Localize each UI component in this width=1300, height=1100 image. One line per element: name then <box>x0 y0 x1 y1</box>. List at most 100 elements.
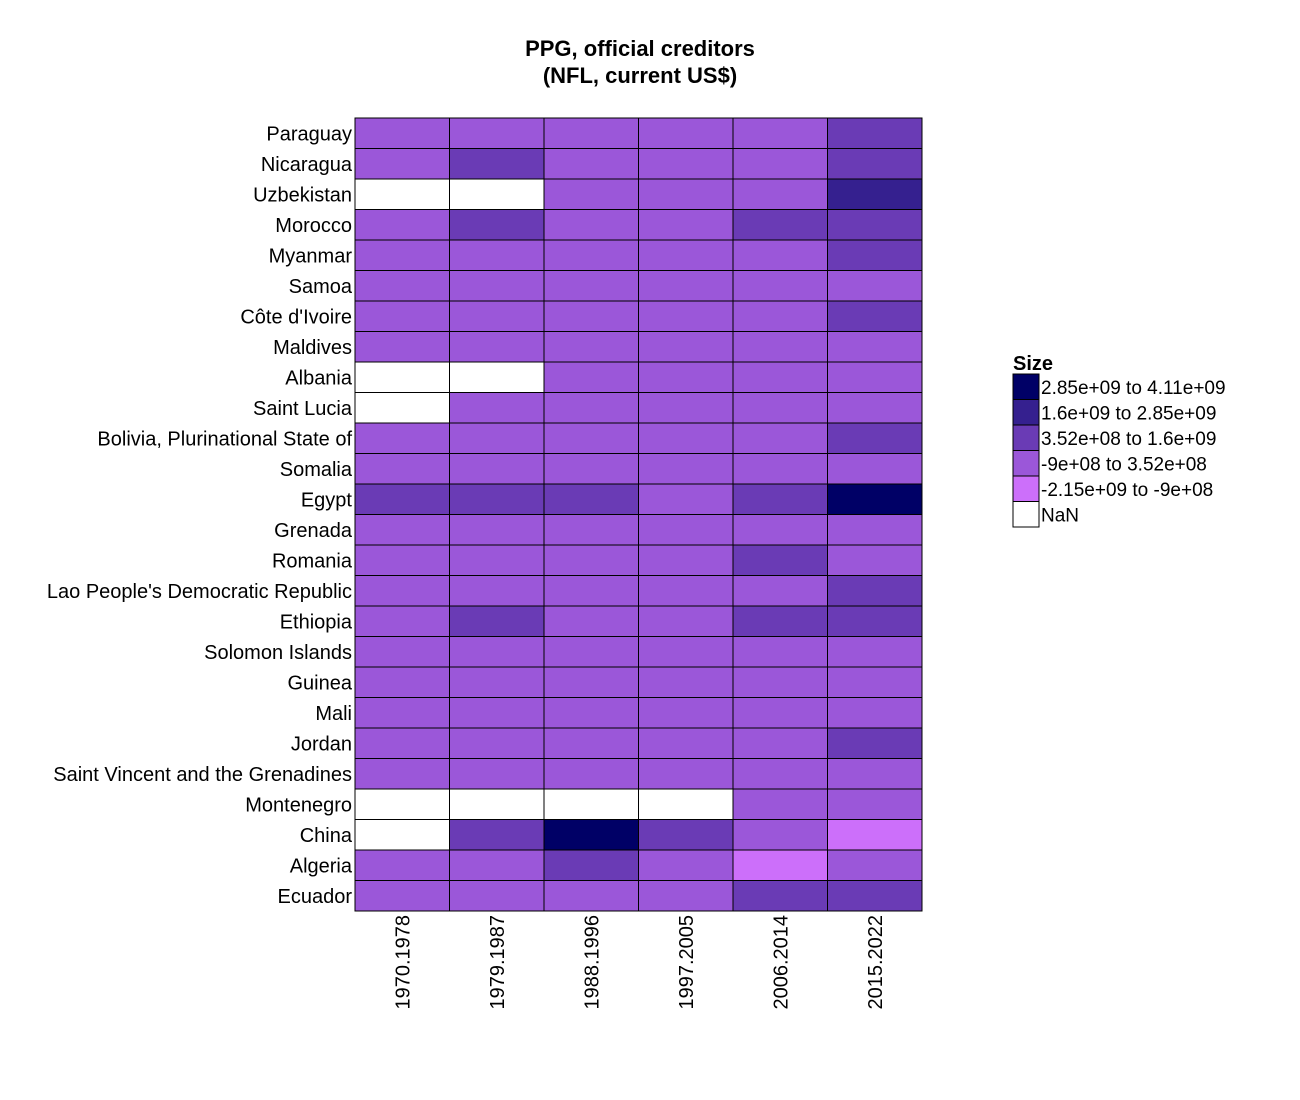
row-label-lao-people-s-democratic-republic: Lao People's Democratic Republic <box>47 581 352 603</box>
heatmap-cell-lao-people-s-democratic-republic-1979-1987 <box>449 575 545 607</box>
heatmap-cell-romania-1970-1978 <box>354 544 450 576</box>
heatmap-cell-montenegro-2006-2014 <box>732 788 828 820</box>
heatmap-cell-uzbekistan-1970-1978 <box>354 178 450 210</box>
heatmap-cell-grenada-1988-1996 <box>543 514 639 546</box>
heatmap-cell-ethiopia-1970-1978 <box>354 605 450 637</box>
heatmap-cell-lao-people-s-democratic-republic-2015-2022 <box>827 575 923 607</box>
heatmap-cell-maldives-2006-2014 <box>732 331 828 363</box>
heatmap-cell-saint-lucia-1979-1987 <box>449 392 545 424</box>
row-label-uzbekistan: Uzbekistan <box>253 184 352 206</box>
heatmap-cell-romania-2015-2022 <box>827 544 923 576</box>
heatmap-cell-maldives-1979-1987 <box>449 331 545 363</box>
legend-label-3: -9e+08 to 3.52e+08 <box>1041 454 1207 475</box>
heatmap-cell-myanmar-1997-2005 <box>638 239 734 271</box>
column-label-1997-2005: 1997.2005 <box>676 915 698 1010</box>
heatmap-cell-myanmar-1988-1996 <box>543 239 639 271</box>
column-label-1970-1978: 1970.1978 <box>392 915 414 1010</box>
heatmap-cell-paraguay-1997-2005 <box>638 117 734 149</box>
heatmap-cell-bolivia-plurinational-state-of-1970-1978 <box>354 422 450 454</box>
heatmap-cell-guinea-1988-1996 <box>543 666 639 698</box>
heatmap-cell-somalia-2015-2022 <box>827 453 923 485</box>
row-label-somalia: Somalia <box>280 459 353 481</box>
heatmap-cell-saint-vincent-and-the-grenadines-1988-1996 <box>543 758 639 790</box>
heatmap-cell-guinea-1997-2005 <box>638 666 734 698</box>
heatmap-cells <box>354 117 923 912</box>
column-label-2006-2014: 2006.2014 <box>770 915 792 1010</box>
legend-item-0: 2.85e+09 to 4.11e+09 <box>1012 373 1226 400</box>
heatmap-cell-algeria-1988-1996 <box>543 849 639 881</box>
heatmap-cell-ecuador-1997-2005 <box>638 880 734 912</box>
heatmap-cell-albania-1988-1996 <box>543 361 639 393</box>
heatmap-cell-samoa-1988-1996 <box>543 270 639 302</box>
heatmap-cell-egypt-1988-1996 <box>543 483 639 515</box>
heatmap-cell-myanmar-2015-2022 <box>827 239 923 271</box>
row-label-saint-lucia: Saint Lucia <box>253 398 353 420</box>
heatmap-cell-paraguay-2015-2022 <box>827 117 923 149</box>
legend-label-2: 3.52e+08 to 1.6e+09 <box>1041 429 1216 450</box>
heatmap-cell-maldives-1997-2005 <box>638 331 734 363</box>
heatmap-cell-somalia-1988-1996 <box>543 453 639 485</box>
heatmap-cell-china-1970-1978 <box>354 819 450 851</box>
legend-item-3: -9e+08 to 3.52e+08 <box>1012 450 1207 477</box>
heatmap-cell-china-1979-1987 <box>449 819 545 851</box>
heatmap-cell-albania-1970-1978 <box>354 361 450 393</box>
legend-swatch-1 <box>1012 399 1040 426</box>
heatmap-cell-china-1997-2005 <box>638 819 734 851</box>
legend-item-5: NaN <box>1012 501 1079 528</box>
heatmap-cell-lao-people-s-democratic-republic-1997-2005 <box>638 575 734 607</box>
row-label-ecuador: Ecuador <box>278 886 353 908</box>
legend-swatch-3 <box>1012 450 1040 477</box>
legend-item-4: -2.15e+09 to -9e+08 <box>1012 475 1213 502</box>
heatmap-cell-nicaragua-1997-2005 <box>638 148 734 180</box>
heatmap-cell-morocco-2006-2014 <box>732 209 828 241</box>
legend-swatch-4 <box>1012 475 1040 502</box>
heatmap-cell-nicaragua-2015-2022 <box>827 148 923 180</box>
heatmap-cell-ethiopia-1979-1987 <box>449 605 545 637</box>
heatmap-cell-albania-1979-1987 <box>449 361 545 393</box>
heatmap-cell-jordan-1997-2005 <box>638 727 734 759</box>
heatmap-cell-solomon-islands-1970-1978 <box>354 636 450 668</box>
heatmap-cell-solomon-islands-1979-1987 <box>449 636 545 668</box>
row-label-saint-vincent-and-the-grenadines: Saint Vincent and the Grenadines <box>53 764 352 786</box>
heatmap-cell-paraguay-1979-1987 <box>449 117 545 149</box>
chart-title-line-1: PPG, official creditors <box>525 36 755 61</box>
heatmap-cell-algeria-1970-1978 <box>354 849 450 881</box>
legend-label-1: 1.6e+09 to 2.85e+09 <box>1041 403 1216 424</box>
heatmap-cell-morocco-1988-1996 <box>543 209 639 241</box>
heatmap-cell-cote-d-ivoire-1988-1996 <box>543 300 639 332</box>
row-label-bolivia-plurinational-state-of: Bolivia, Plurinational State of <box>97 428 352 450</box>
heatmap-cell-lao-people-s-democratic-republic-1970-1978 <box>354 575 450 607</box>
heatmap-cell-ethiopia-1997-2005 <box>638 605 734 637</box>
heatmap-cell-bolivia-plurinational-state-of-1979-1987 <box>449 422 545 454</box>
heatmap-cell-grenada-1970-1978 <box>354 514 450 546</box>
heatmap-cell-uzbekistan-1979-1987 <box>449 178 545 210</box>
heatmap-cell-saint-vincent-and-the-grenadines-2015-2022 <box>827 758 923 790</box>
legend-swatch-2 <box>1012 424 1040 451</box>
chart-title: PPG, official creditors (NFL, current US… <box>525 36 755 88</box>
heatmap-cell-jordan-1979-1987 <box>449 727 545 759</box>
row-label-grenada: Grenada <box>274 520 353 542</box>
heatmap-cell-nicaragua-1970-1978 <box>354 148 450 180</box>
row-labels: Paraguay Nicaragua Uzbekistan Morocco Myanma… <box>47 123 353 908</box>
column-labels: 1970.1978 1979.1987 1988.1996 1997.2005 2006… <box>392 915 887 1010</box>
heatmap-cell-ecuador-1970-1978 <box>354 880 450 912</box>
heatmap-cell-grenada-2015-2022 <box>827 514 923 546</box>
heatmap-cell-morocco-2015-2022 <box>827 209 923 241</box>
heatmap-cell-somalia-1979-1987 <box>449 453 545 485</box>
heatmap-cell-guinea-2006-2014 <box>732 666 828 698</box>
heatmap-cell-cote-d-ivoire-2006-2014 <box>732 300 828 332</box>
heatmap-cell-ecuador-2015-2022 <box>827 880 923 912</box>
row-label-cote-d-ivoire: Côte d'Ivoire <box>240 306 352 328</box>
heatmap-cell-saint-vincent-and-the-grenadines-1979-1987 <box>449 758 545 790</box>
heatmap-cell-ethiopia-1988-1996 <box>543 605 639 637</box>
heatmap-cell-maldives-1988-1996 <box>543 331 639 363</box>
heatmap-cell-bolivia-plurinational-state-of-2006-2014 <box>732 422 828 454</box>
heatmap-cell-montenegro-1997-2005 <box>638 788 734 820</box>
heatmap-cell-somalia-1997-2005 <box>638 453 734 485</box>
legend-swatch-5 <box>1012 501 1040 528</box>
heatmap-cell-saint-lucia-1988-1996 <box>543 392 639 424</box>
heatmap-cell-mali-1970-1978 <box>354 697 450 729</box>
heatmap-cell-morocco-1970-1978 <box>354 209 450 241</box>
heatmap-cell-albania-2006-2014 <box>732 361 828 393</box>
